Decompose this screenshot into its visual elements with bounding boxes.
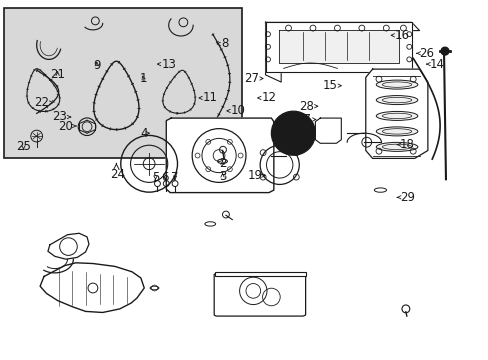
Text: 28: 28 bbox=[299, 100, 313, 113]
Text: 7: 7 bbox=[171, 171, 179, 184]
Ellipse shape bbox=[376, 80, 417, 89]
Text: 26: 26 bbox=[419, 47, 434, 60]
Circle shape bbox=[440, 47, 448, 55]
Text: 18: 18 bbox=[399, 138, 414, 151]
Circle shape bbox=[271, 111, 315, 155]
Polygon shape bbox=[214, 274, 305, 316]
Ellipse shape bbox=[376, 142, 417, 151]
Text: 4: 4 bbox=[141, 127, 148, 140]
Text: 3: 3 bbox=[218, 170, 226, 183]
Bar bbox=[4, 8, 242, 158]
Text: 20: 20 bbox=[59, 120, 73, 132]
Text: 1: 1 bbox=[139, 72, 147, 85]
Ellipse shape bbox=[376, 127, 417, 136]
Text: 23: 23 bbox=[53, 111, 67, 123]
Text: 9: 9 bbox=[93, 59, 101, 72]
Ellipse shape bbox=[376, 112, 417, 120]
Text: 25: 25 bbox=[16, 140, 31, 153]
Polygon shape bbox=[265, 22, 419, 31]
Text: 14: 14 bbox=[428, 58, 444, 71]
Text: 17: 17 bbox=[296, 113, 311, 126]
Text: 6: 6 bbox=[161, 171, 169, 184]
Text: 19: 19 bbox=[247, 169, 263, 182]
Text: 27: 27 bbox=[244, 72, 259, 85]
Text: 8: 8 bbox=[221, 37, 228, 50]
Polygon shape bbox=[166, 118, 273, 193]
Polygon shape bbox=[48, 233, 89, 259]
Polygon shape bbox=[315, 118, 341, 143]
Polygon shape bbox=[365, 69, 427, 158]
Polygon shape bbox=[265, 22, 281, 82]
Text: 5: 5 bbox=[151, 171, 159, 184]
Text: 2: 2 bbox=[218, 157, 226, 170]
Text: 12: 12 bbox=[261, 91, 276, 104]
Text: 16: 16 bbox=[394, 29, 409, 42]
Text: 15: 15 bbox=[322, 79, 337, 92]
Bar bbox=[215, 272, 305, 276]
Ellipse shape bbox=[376, 96, 417, 105]
Polygon shape bbox=[278, 30, 398, 63]
Text: 13: 13 bbox=[161, 58, 176, 71]
Polygon shape bbox=[40, 263, 144, 312]
Text: 29: 29 bbox=[399, 191, 414, 204]
Text: 10: 10 bbox=[230, 104, 245, 117]
Text: 21: 21 bbox=[50, 68, 65, 81]
Text: 22: 22 bbox=[34, 96, 49, 109]
Text: 24: 24 bbox=[110, 168, 124, 181]
Text: 11: 11 bbox=[203, 91, 218, 104]
Polygon shape bbox=[265, 22, 411, 72]
